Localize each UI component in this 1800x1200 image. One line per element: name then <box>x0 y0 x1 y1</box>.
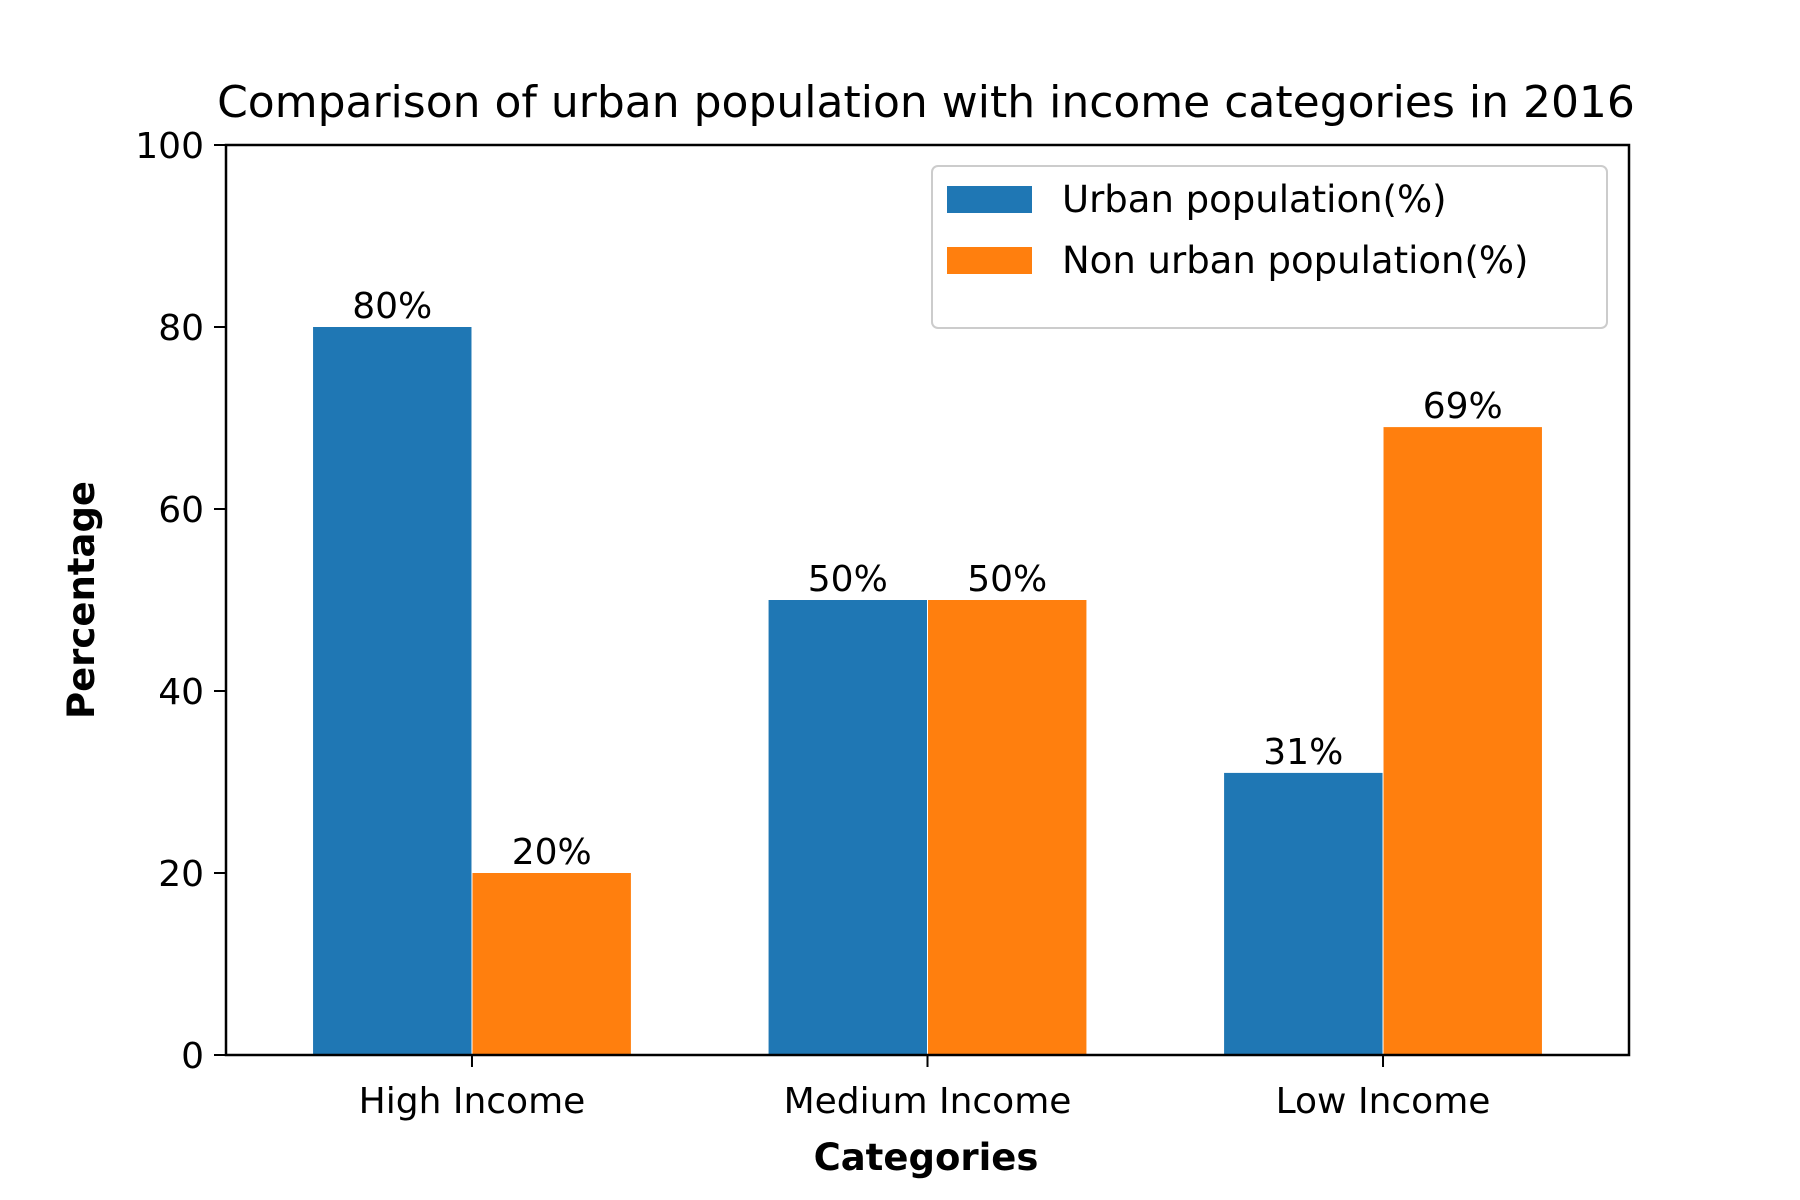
x-axis-label: Categories <box>814 1136 1039 1179</box>
legend-label-1: Non urban population(%) <box>1062 239 1528 282</box>
y-axis-label: Percentage <box>60 481 103 719</box>
bar-label-0-2: 31% <box>1263 732 1343 773</box>
axis-ticks: 0 20 40 60 80 100 High Income Medium Income Low … <box>135 126 1490 1122</box>
bar-label-1-2: 69% <box>1423 386 1503 427</box>
x-tick-label-2: Low Income <box>1276 1081 1491 1122</box>
bar-0-2 <box>1224 772 1383 1055</box>
bar-1-2 <box>1383 427 1542 1056</box>
legend: Urban population(%) Non urban population(… <box>931 165 1608 329</box>
bar-label-1-1: 50% <box>967 559 1047 600</box>
bar-label-0-0: 80% <box>352 286 432 327</box>
x-tick-label-0: High Income <box>359 1081 586 1122</box>
y-tick-label-5: 100 <box>135 126 204 167</box>
legend-swatch-0 <box>947 186 1032 213</box>
y-tick-label-1: 20 <box>158 854 204 895</box>
x-tick-label-1: Medium Income <box>784 1081 1072 1122</box>
legend-box <box>931 165 1608 329</box>
legend-label-0: Urban population(%) <box>1062 178 1447 221</box>
y-tick-label-0: 0 <box>181 1036 204 1077</box>
bar-0-0 <box>313 327 472 1055</box>
bar-label-0-1: 50% <box>808 559 888 600</box>
bar-1-0 <box>472 873 631 1055</box>
y-tick-label-3: 60 <box>158 490 204 531</box>
legend-swatch-1 <box>947 247 1032 274</box>
bar-0-1 <box>768 600 927 1055</box>
bar-label-1-0: 20% <box>512 832 592 873</box>
y-tick-label-4: 80 <box>158 308 204 349</box>
plot-area: 80% 50% 31% 20% 50% 69% <box>313 286 1542 1056</box>
y-tick-label-2: 40 <box>158 672 204 713</box>
chart-title: Comparison of urban population with inco… <box>217 77 1635 128</box>
bar-1-1 <box>928 600 1087 1055</box>
